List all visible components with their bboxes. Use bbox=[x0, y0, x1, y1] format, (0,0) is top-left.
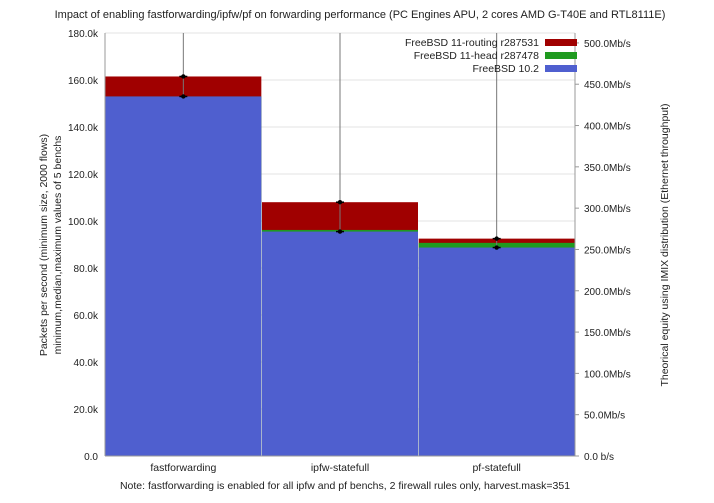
y2-tick-label: 200.0Mb/s bbox=[584, 287, 631, 298]
y2-tick-label: 150.0Mb/s bbox=[584, 328, 631, 339]
y2-tick-label: 500.0Mb/s bbox=[584, 39, 631, 50]
error-bar-point bbox=[494, 245, 499, 250]
y-tick-label: 80.0k bbox=[74, 264, 99, 275]
error-bar-point bbox=[494, 236, 499, 241]
error-bars bbox=[179, 33, 501, 250]
x-axis-ticks: fastforwarding ipfw-statefull pf-statefull bbox=[150, 462, 521, 474]
y-tick-label: 40.0k bbox=[74, 358, 99, 369]
y-tick-label: 0.0 bbox=[84, 452, 98, 463]
legend-label: FreeBSD 11-routing r287531 bbox=[405, 37, 539, 49]
y-axis-label-line1: Packets per second (minimum size, 2000 f… bbox=[38, 134, 50, 356]
y2-tick-label: 400.0Mb/s bbox=[584, 122, 631, 133]
y-tick-label: 100.0k bbox=[68, 217, 99, 228]
legend-swatch bbox=[545, 65, 577, 72]
error-bar-point bbox=[337, 229, 343, 234]
error-bar-point bbox=[181, 74, 186, 79]
x-tick-label: ipfw-statefull bbox=[311, 462, 369, 474]
legend-label: FreeBSD 11-head r287478 bbox=[414, 50, 539, 62]
bar-pf-statefull-0 bbox=[418, 247, 575, 456]
y2-tick-label: 0.0 b/s bbox=[584, 452, 614, 463]
y-tick-label: 60.0k bbox=[74, 311, 99, 322]
bars bbox=[105, 76, 575, 456]
legend-label: FreeBSD 10.2 bbox=[472, 63, 539, 75]
axes bbox=[104, 33, 576, 457]
legend-swatch bbox=[545, 52, 577, 59]
y2-tick-label: 50.0Mb/s bbox=[584, 411, 625, 422]
footnote: Note: fastforwarding is enabled for all … bbox=[120, 480, 570, 492]
y-tick-label: 140.0k bbox=[68, 123, 99, 134]
y2-tick-label: 100.0Mb/s bbox=[584, 369, 631, 380]
y2-tick-label: 250.0Mb/s bbox=[584, 245, 631, 256]
y2-tick-label: 350.0Mb/s bbox=[584, 163, 631, 174]
error-bar-point bbox=[181, 94, 186, 99]
y-tick-label: 120.0k bbox=[68, 170, 99, 181]
y2-tick-label: 300.0Mb/s bbox=[584, 204, 631, 215]
bar-fastforwarding-0 bbox=[105, 96, 262, 456]
chart-title: Impact of enabling fastforwarding/ipfw/p… bbox=[55, 9, 666, 21]
y2-axis-ticks: 0.0 b/s 50.0Mb/s 100.0Mb/s 150.0Mb/s 200.0Mb… bbox=[575, 39, 631, 463]
error-bar-point bbox=[337, 200, 343, 205]
y-tick-label: 20.0k bbox=[74, 405, 99, 416]
x-tick-label: pf-statefull bbox=[472, 462, 520, 474]
y2-axis-label: Theorical equity using IMIX distribution… bbox=[659, 103, 671, 386]
y-axis-label-line2: minimum,median,maximum values of 5 bench… bbox=[52, 136, 64, 355]
y2-tick-label: 450.0Mb/s bbox=[584, 80, 631, 91]
y-tick-label: 180.0k bbox=[68, 29, 99, 40]
y-tick-label: 160.0k bbox=[68, 76, 99, 87]
legend-swatch bbox=[545, 39, 577, 46]
bar-ipfw-statefull-0 bbox=[262, 231, 418, 456]
x-tick-label: fastforwarding bbox=[150, 462, 216, 474]
y-axis-ticks: 0.0 20.0k 40.0k 60.0k 80.0k 100.0k 120.0k 140.0… bbox=[68, 29, 99, 463]
